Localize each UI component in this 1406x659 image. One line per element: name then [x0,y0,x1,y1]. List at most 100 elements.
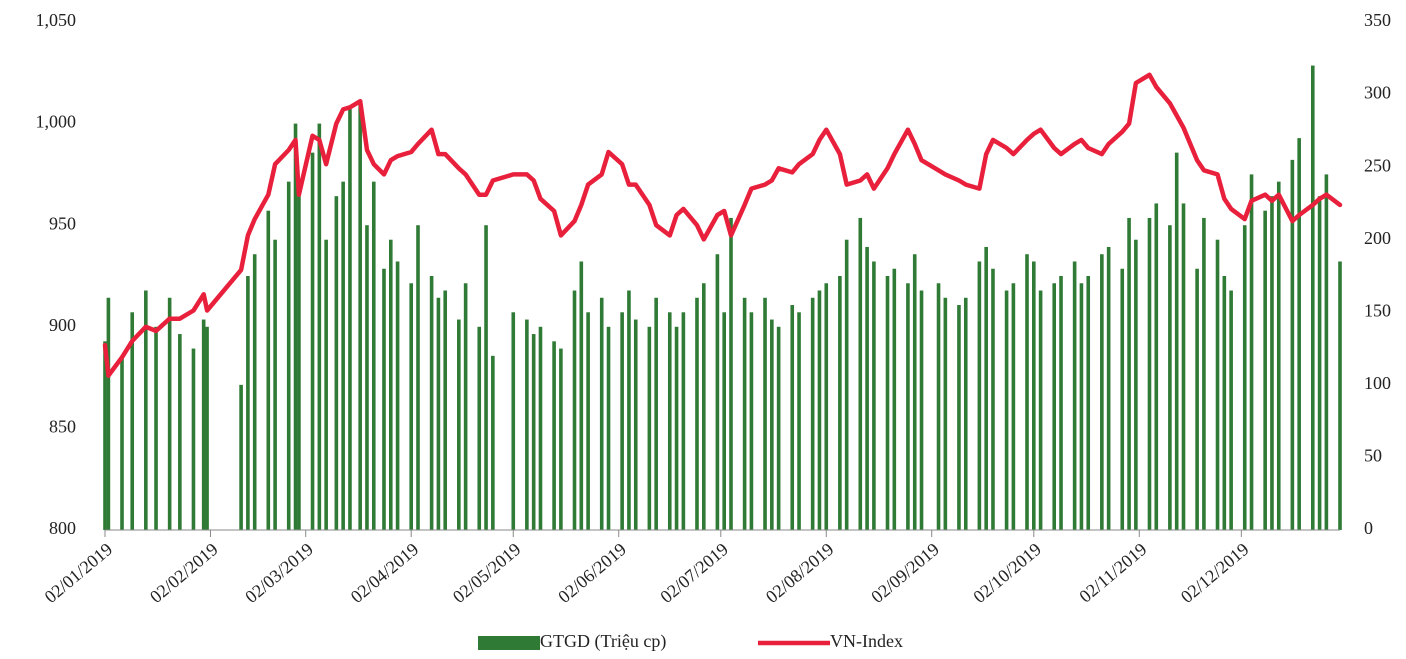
bar [1127,217,1131,530]
y2-tick-label: 50 [1364,446,1382,466]
bar [1086,276,1091,530]
bar [865,246,869,530]
bar [1215,239,1220,530]
y-tick-label: 1,050 [36,10,77,30]
y-tick-label: 900 [49,315,76,335]
bar [936,283,941,530]
bar [790,305,795,530]
bar [695,297,699,530]
bar [1079,283,1084,530]
bar [729,217,733,530]
legend-label: VN-Index [830,631,903,651]
bar [559,348,563,530]
bar [382,268,386,530]
bar [310,152,315,530]
x-tick-label: 02/10/2019 [969,539,1045,607]
bar [620,312,624,530]
bar [511,312,516,530]
bar [341,181,345,530]
bar [416,225,420,530]
bar [154,326,158,530]
bar [722,312,727,530]
bar [1174,152,1179,530]
bar [1032,261,1036,530]
y2-tick-label: 250 [1364,155,1391,175]
bar [919,290,924,530]
legend-swatch [478,636,540,650]
bar [266,210,271,530]
bar [586,312,590,530]
bar [463,283,468,530]
bar [912,254,917,530]
bar [103,341,107,530]
bar [701,283,706,530]
bar [436,297,441,530]
bar [1120,268,1125,530]
bar [1242,225,1247,530]
bar [1297,138,1301,530]
y2-tick-label: 150 [1364,300,1391,320]
bar [1154,203,1159,530]
bar [1106,246,1111,530]
bar [1038,290,1043,530]
bar [844,239,849,530]
bar [348,109,352,530]
bar [297,196,301,530]
bar [654,297,658,530]
x-tick-label: 02/07/2019 [656,539,732,607]
bar [1276,181,1281,530]
bar [1195,268,1199,530]
x-tick-label: 02/01/2019 [41,539,117,607]
y-tick-label: 950 [49,213,76,233]
bar [552,341,556,530]
bar [491,355,495,530]
legend-label: GTGD (Triệu cp) [540,631,666,652]
bar [633,319,638,530]
x-tick-label: 02/12/2019 [1177,539,1253,607]
bar [371,181,376,530]
x-tick-label: 02/08/2019 [762,539,838,607]
bar [977,261,982,530]
line [102,72,1343,378]
bar [1025,254,1029,530]
x-tick-label: 02/09/2019 [867,539,943,607]
bar [627,290,631,530]
bar [1052,283,1057,530]
y2-tick-label: 100 [1364,373,1391,393]
bar [1011,283,1016,530]
x-tick-label: 02/02/2019 [146,539,222,607]
bar [130,312,135,530]
bar [715,254,720,530]
bar [1317,196,1322,530]
bar [674,326,679,530]
x-tick-label: 02/05/2019 [449,539,525,607]
bar [286,181,291,530]
bar [538,326,543,530]
bar [599,297,604,530]
bar [1181,203,1186,530]
bar [144,290,148,530]
bar [572,290,577,530]
bar [334,196,339,530]
x-tick-label: 02/04/2019 [347,539,423,607]
bar [358,101,362,530]
bar [443,290,448,530]
y2-tick-label: 300 [1364,83,1391,103]
bar [252,254,257,530]
bar [324,239,328,530]
bar [892,268,897,530]
bar [763,297,767,530]
bar [106,297,111,530]
y-tick-label: 1,000 [36,112,77,132]
bar [293,123,298,530]
bar [991,268,995,530]
bar [606,326,611,530]
bar [201,319,206,530]
bar [667,312,672,530]
bar [1147,217,1152,530]
bar [1324,174,1329,530]
bar [429,276,434,530]
bar [1134,239,1138,530]
bar [457,319,461,530]
